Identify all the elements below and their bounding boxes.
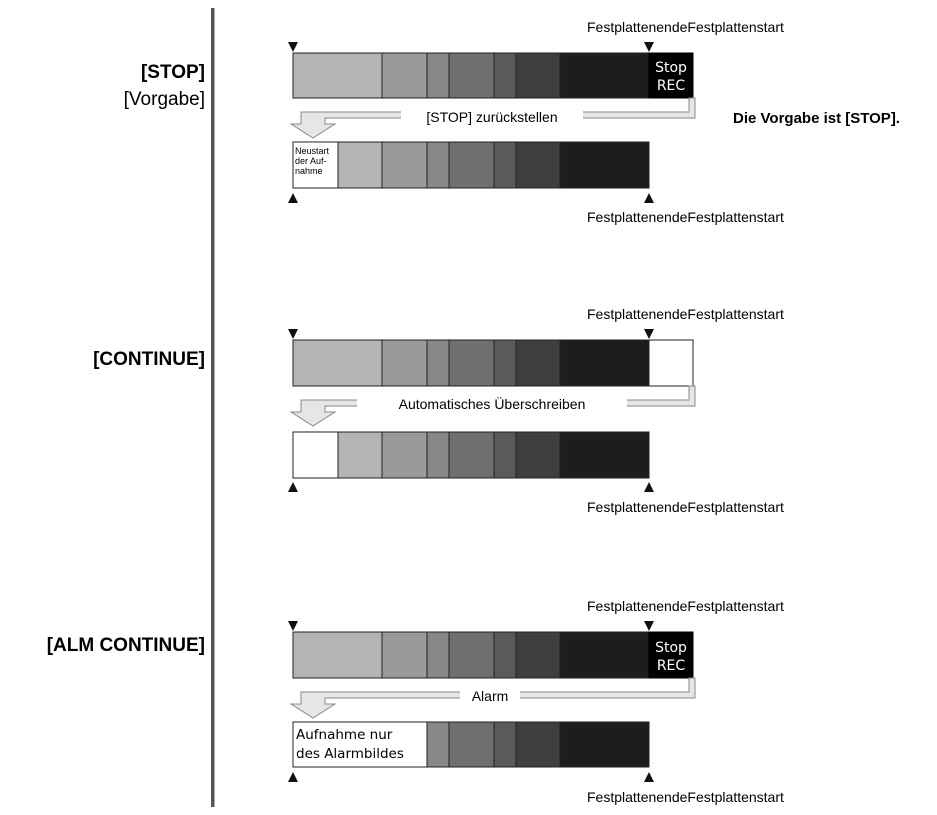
arrow-label: Alarm <box>472 688 509 704</box>
bottom-hdd-bar: Neustart der Auf- nahme <box>292 141 650 189</box>
bar-segment <box>515 52 561 99</box>
empty-end-box <box>648 339 694 387</box>
bottom-edge-label: FestplattenendeFestplattenstart <box>587 789 784 805</box>
bar-segment <box>426 431 450 479</box>
mode-label: [ALM CONTINUE] <box>47 635 205 656</box>
bar-segment <box>515 339 561 387</box>
default-note: Die Vorgabe ist [STOP]. <box>733 110 900 127</box>
bottom-start-marker <box>288 772 298 782</box>
top-end-marker <box>644 329 654 339</box>
top-start-marker <box>288 621 298 631</box>
transition-arrow: Automatisches Überschreiben <box>289 385 696 427</box>
bar-segment <box>426 631 450 679</box>
bar-segment <box>426 721 450 768</box>
bar-segment <box>381 431 428 479</box>
stop-rec-line1: Stop <box>655 640 687 656</box>
bar-segment <box>493 141 517 189</box>
bottom-end-marker <box>644 482 654 492</box>
stop-rec-box <box>648 631 694 679</box>
restart-recording-box <box>292 141 339 189</box>
bar-segment <box>448 141 495 189</box>
bar-segment <box>426 141 450 189</box>
bar-segment <box>559 431 650 479</box>
transition-arrow: [STOP] zurückstellen <box>289 97 696 139</box>
bar-segment <box>426 52 450 99</box>
bar-segment <box>493 52 517 99</box>
bar-segment <box>515 141 561 189</box>
bar-segment <box>559 721 650 768</box>
mode-stop: [STOP] [Vorgabe] FestplattenendeFestplat… <box>124 19 784 225</box>
bar-segment <box>292 339 383 387</box>
bar-segment <box>559 631 650 679</box>
vertical-divider <box>211 8 215 807</box>
bar-segment <box>515 631 561 679</box>
bar-segment <box>381 631 428 679</box>
bar-segment <box>381 339 428 387</box>
bottom-edge-label: FestplattenendeFestplattenstart <box>587 499 784 515</box>
arrow-label: [STOP] zurückstellen <box>426 109 557 125</box>
mode-label: [CONTINUE] <box>93 349 205 370</box>
restart-line2: der Auf- <box>295 156 327 166</box>
bar-segment <box>381 52 428 99</box>
bar-segment <box>448 721 495 768</box>
bar-segment <box>493 631 517 679</box>
bottom-start-marker <box>288 193 298 203</box>
bar-segment <box>292 52 383 99</box>
stop-rec-line1: Stop <box>655 60 687 76</box>
arrow-label: Automatisches Überschreiben <box>399 395 586 412</box>
alarm-box-line2: des Alarmbildes <box>296 746 404 762</box>
bar-segment <box>448 52 495 99</box>
stop-rec-box <box>648 52 694 99</box>
bar-segment <box>448 631 495 679</box>
arrow-label-bg <box>401 108 583 126</box>
top-hdd-bar <box>292 339 694 387</box>
mode-continue: [CONTINUE] FestplattenendeFestplattensta… <box>93 306 784 515</box>
bar-segment <box>448 339 495 387</box>
mode-alm-continue: [ALM CONTINUE] FestplattenendeFestplatte… <box>47 598 784 805</box>
bottom-end-marker <box>644 193 654 203</box>
bar-segment <box>381 141 428 189</box>
arrow-label-bg <box>460 687 520 705</box>
top-start-marker <box>288 329 298 339</box>
bar-segment <box>426 339 450 387</box>
overwrite-box <box>292 431 339 479</box>
transition-arrow: Alarm <box>289 677 696 719</box>
bar-segment <box>448 431 495 479</box>
bar-segment <box>515 721 561 768</box>
mode-label: [STOP] <box>141 62 205 83</box>
bar-segment <box>559 339 650 387</box>
top-hdd-bar: Stop REC <box>292 52 694 99</box>
arrow-label-bg <box>357 395 627 413</box>
top-edge-label: FestplattenendeFestplattenstart <box>587 598 784 614</box>
bar-segment <box>337 141 383 189</box>
top-edge-label: FestplattenendeFestplattenstart <box>587 19 784 35</box>
bottom-hdd-bar: Aufnahme nur des Alarmbildes <box>292 721 650 768</box>
bar-segment <box>559 141 650 189</box>
alarm-image-box <box>292 721 428 768</box>
bottom-hdd-bar <box>292 431 650 479</box>
bottom-edge-label: FestplattenendeFestplattenstart <box>587 209 784 225</box>
bar-segment <box>493 339 517 387</box>
mode-sublabel: [Vorgabe] <box>124 89 205 110</box>
top-hdd-bar: Stop REC <box>292 631 694 679</box>
top-start-marker <box>288 42 298 52</box>
bar-segment <box>515 431 561 479</box>
bar-segment <box>292 631 383 679</box>
stop-rec-line2: REC <box>657 658 686 674</box>
bar-segment <box>559 52 650 99</box>
restart-line1: Neustart <box>295 146 330 156</box>
bottom-end-marker <box>644 772 654 782</box>
top-end-marker <box>644 621 654 631</box>
top-edge-label: FestplattenendeFestplattenstart <box>587 306 784 322</box>
bottom-start-marker <box>288 482 298 492</box>
bar-segment <box>337 431 383 479</box>
top-end-marker <box>644 42 654 52</box>
bar-segment <box>493 431 517 479</box>
alarm-box-line1: Aufnahme nur <box>296 727 393 743</box>
restart-line3: nahme <box>295 166 323 176</box>
stop-rec-line2: REC <box>657 78 686 94</box>
bar-segment <box>493 721 517 768</box>
